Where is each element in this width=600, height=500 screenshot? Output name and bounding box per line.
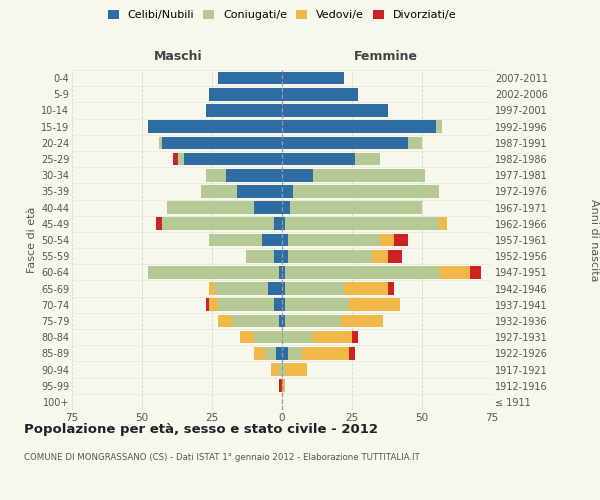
Bar [173,152,178,166]
Bar [232,314,279,328]
Bar [282,331,313,344]
Bar [380,234,394,246]
Bar [352,331,358,344]
Bar [254,202,282,214]
Bar [282,347,287,360]
Bar [206,104,282,117]
Bar [209,88,282,101]
Bar [271,363,279,376]
Bar [282,185,293,198]
Bar [265,347,277,360]
Bar [254,347,265,360]
Bar [279,314,282,328]
Bar [470,266,481,278]
Bar [218,72,282,85]
Bar [285,363,307,376]
Bar [293,185,439,198]
Bar [279,266,282,278]
Text: Popolazione per età, sesso e stato civile - 2012: Popolazione per età, sesso e stato civil… [24,422,378,436]
Bar [285,282,344,295]
Bar [287,347,302,360]
Bar [178,152,184,166]
Bar [282,202,290,214]
Bar [349,347,355,360]
Bar [282,314,285,328]
Bar [245,250,274,262]
Bar [302,347,349,360]
Bar [287,234,380,246]
Bar [282,282,285,295]
Bar [388,282,394,295]
Bar [282,104,388,117]
Bar [201,185,237,198]
Bar [161,218,274,230]
Bar [439,218,447,230]
Bar [313,331,352,344]
Bar [161,136,282,149]
Bar [282,234,287,246]
Text: Maschi: Maschi [154,50,203,62]
Bar [282,152,355,166]
Text: Femmine: Femmine [353,50,418,62]
Bar [215,282,268,295]
Bar [274,218,282,230]
Bar [282,120,436,133]
Bar [268,282,282,295]
Bar [159,136,161,149]
Bar [287,250,371,262]
Bar [313,169,425,181]
Bar [209,282,215,295]
Bar [282,169,313,181]
Bar [274,298,282,311]
Bar [344,282,388,295]
Legend: Celibi/Nubili, Coniugati/e, Vedovi/e, Divorziati/e: Celibi/Nubili, Coniugati/e, Vedovi/e, Di… [103,6,461,25]
Bar [206,169,226,181]
Bar [285,314,341,328]
Bar [282,380,285,392]
Bar [408,136,422,149]
Bar [274,250,282,262]
Bar [282,136,408,149]
Bar [240,331,254,344]
Bar [282,266,285,278]
Bar [439,266,470,278]
Bar [436,120,442,133]
Text: COMUNE DI MONGRASSANO (CS) - Dati ISTAT 1° gennaio 2012 - Elaborazione TUTTITALI: COMUNE DI MONGRASSANO (CS) - Dati ISTAT … [24,452,420,462]
Bar [282,218,285,230]
Bar [237,185,282,198]
Bar [282,298,285,311]
Bar [209,234,262,246]
Bar [282,72,344,85]
Bar [371,250,388,262]
Bar [156,218,161,230]
Bar [206,298,209,311]
Bar [148,266,279,278]
Bar [184,152,282,166]
Bar [285,266,439,278]
Y-axis label: Anni di nascita: Anni di nascita [589,198,599,281]
Bar [282,363,285,376]
Bar [282,250,287,262]
Y-axis label: Fasce di età: Fasce di età [26,207,37,273]
Bar [254,331,282,344]
Bar [226,169,282,181]
Bar [285,218,439,230]
Bar [341,314,383,328]
Bar [148,120,282,133]
Bar [394,234,408,246]
Bar [285,298,349,311]
Bar [167,202,254,214]
Bar [277,347,282,360]
Bar [388,250,403,262]
Bar [218,298,274,311]
Bar [355,152,380,166]
Bar [282,88,358,101]
Bar [209,298,218,311]
Bar [262,234,282,246]
Bar [290,202,422,214]
Bar [218,314,232,328]
Bar [279,363,282,376]
Bar [349,298,400,311]
Bar [279,380,282,392]
